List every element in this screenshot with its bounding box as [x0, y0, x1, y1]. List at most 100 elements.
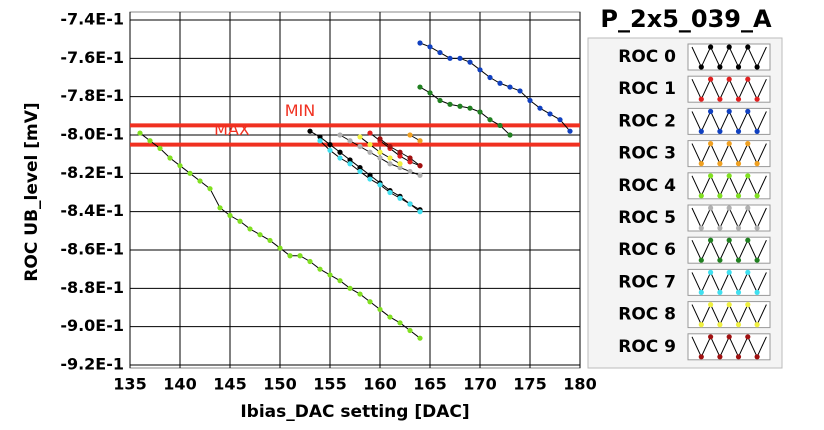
legend-swatch-dot [754, 96, 760, 102]
x-tick-label: 155 [313, 375, 346, 394]
data-point [187, 170, 193, 176]
legend-swatch-dot [717, 64, 723, 70]
data-point [217, 205, 223, 211]
data-point [437, 49, 443, 56]
data-point [317, 266, 323, 272]
legend-swatch-dot [698, 193, 704, 199]
data-point [417, 335, 423, 341]
data-point [277, 245, 283, 251]
data-point [567, 128, 573, 134]
legend-swatch-dot [708, 237, 714, 243]
data-point [407, 132, 413, 138]
data-point [327, 272, 333, 278]
data-point [477, 67, 483, 73]
data-point [227, 212, 233, 219]
legend-swatch-dot [698, 354, 704, 360]
data-point [407, 327, 413, 334]
legend-swatch-dot [735, 64, 742, 70]
data-point [397, 161, 403, 167]
data-point [347, 157, 353, 163]
x-tick-label: 140 [163, 375, 196, 394]
data-point [357, 291, 363, 297]
legend-swatch-dot [698, 225, 704, 231]
data-point [377, 155, 383, 161]
data-point [447, 55, 453, 61]
legend-swatch-dot [698, 96, 704, 102]
data-point [357, 168, 363, 175]
data-point [307, 258, 313, 265]
legend-swatch-dot [745, 108, 751, 114]
data-point [377, 306, 383, 313]
data-point [467, 59, 473, 65]
data-point [367, 141, 373, 148]
y-tick-label: -7.4E-1 [60, 10, 124, 29]
data-point [527, 97, 533, 104]
legend-swatch-dot [745, 237, 751, 243]
legend-label: ROC 6 [618, 240, 676, 260]
data-point [357, 143, 363, 150]
data-point [417, 84, 423, 90]
data-point [307, 128, 313, 134]
data-point [487, 74, 493, 81]
x-tick-label: 145 [213, 375, 246, 394]
data-point [407, 155, 413, 161]
y-tick-label: -8.2E-1 [60, 163, 124, 182]
data-point [417, 172, 423, 178]
data-point [397, 320, 403, 326]
data-point [537, 105, 543, 111]
legend-swatch-dot [745, 334, 751, 340]
legend-swatch-dot [735, 354, 742, 360]
legend-swatch-dot [726, 108, 732, 114]
legend-swatch-dot [708, 76, 714, 82]
legend-swatch-dot [735, 225, 742, 231]
data-point [347, 138, 353, 144]
data-point [317, 138, 323, 144]
data-point [547, 111, 553, 117]
legend-swatch-dot [726, 173, 732, 179]
legend-label: ROC 2 [618, 111, 676, 131]
data-point [447, 101, 453, 107]
legend-swatch-dot [717, 322, 723, 328]
legend-label: ROC 8 [618, 305, 676, 325]
legend-swatch-dot [726, 237, 732, 243]
legend-swatch-dot [745, 44, 751, 50]
legend-swatch-dot [708, 334, 714, 340]
data-point [337, 155, 343, 161]
legend-swatch-dot [754, 64, 760, 70]
data-point [377, 149, 383, 155]
plot-area [129, 11, 581, 369]
data-point [137, 130, 143, 136]
data-point [337, 278, 343, 284]
data-point [407, 168, 413, 175]
data-point [267, 237, 273, 244]
x-axis-title: Ibias_DAC setting [DAC] [240, 402, 469, 422]
legend-swatch-dot [698, 161, 704, 167]
legend-swatch-dot [698, 289, 704, 295]
legend-swatch-dot [708, 108, 714, 114]
data-point [397, 149, 403, 155]
y-tick-label: -8.6E-1 [60, 240, 124, 259]
data-point [147, 138, 153, 144]
legend-swatch-dot [698, 64, 704, 70]
legend-swatch-dot [708, 269, 714, 275]
data-point [337, 149, 343, 155]
data-point [247, 226, 253, 232]
legend-swatch-dot [745, 269, 751, 275]
legend-swatch-dot [717, 128, 723, 134]
data-point [157, 145, 163, 152]
legend-swatch-dot [726, 302, 732, 308]
legend-swatch-dot [717, 225, 723, 231]
data-point [557, 117, 563, 123]
data-point [457, 55, 463, 61]
legend-label: ROC 7 [618, 272, 676, 292]
y-tick-label: -9.0E-1 [60, 316, 124, 335]
legend-label: ROC 9 [618, 337, 676, 357]
data-point [377, 182, 383, 188]
data-point [387, 143, 393, 150]
x-tick-label: 165 [413, 375, 446, 394]
data-point [387, 155, 393, 161]
y-tick-label: -8.0E-1 [60, 125, 124, 144]
legend-swatch-dot [745, 141, 751, 147]
data-point [197, 178, 203, 184]
